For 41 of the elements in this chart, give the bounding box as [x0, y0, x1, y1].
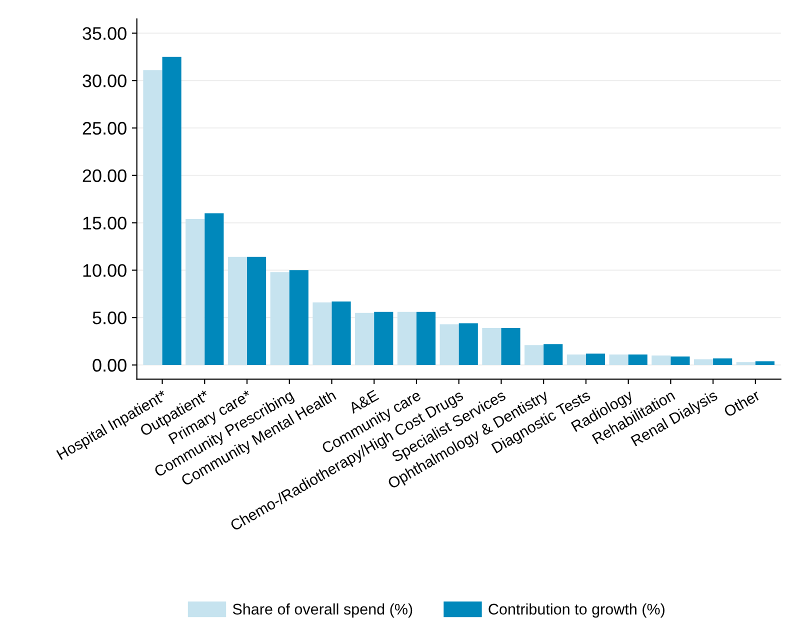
bar — [501, 328, 520, 365]
bar — [440, 324, 459, 365]
bar — [332, 301, 351, 365]
legend-label: Share of overall spend (%) — [232, 603, 412, 618]
bar — [713, 358, 732, 365]
y-tick-label: 35.00 — [82, 27, 126, 40]
y-tick-label: 0.00 — [92, 358, 126, 372]
bar — [355, 312, 374, 365]
y-tick-label: 5.00 — [92, 312, 126, 324]
bar — [162, 56, 182, 365]
bar — [736, 362, 756, 365]
bar — [694, 359, 714, 365]
bar — [186, 218, 205, 365]
x-tick-label: Other — [722, 389, 761, 418]
bar — [482, 328, 502, 365]
bar — [544, 344, 563, 365]
bar — [628, 354, 648, 365]
bar — [374, 312, 394, 365]
y-tick-label: 25.00 — [82, 122, 126, 135]
bar — [228, 256, 248, 365]
bar — [143, 70, 162, 365]
bar — [586, 354, 606, 365]
bar — [289, 270, 308, 365]
bar — [312, 302, 332, 365]
bar — [458, 323, 478, 365]
bar — [524, 345, 544, 365]
bar — [670, 356, 690, 365]
y-tick-label: 30.00 — [82, 74, 126, 88]
y-tick-label: 20.00 — [82, 169, 126, 182]
legend-label: Contribution to growth (%) — [488, 603, 664, 618]
bar — [609, 354, 628, 365]
bar — [397, 312, 416, 365]
bar — [270, 272, 290, 365]
bar — [416, 312, 436, 365]
bar — [204, 213, 224, 365]
bar — [652, 356, 671, 365]
y-tick-label: 15.00 — [83, 216, 126, 230]
bar — [247, 256, 266, 365]
bar — [755, 361, 774, 365]
bar — [566, 354, 586, 365]
y-tick-label: 10.00 — [83, 264, 126, 277]
